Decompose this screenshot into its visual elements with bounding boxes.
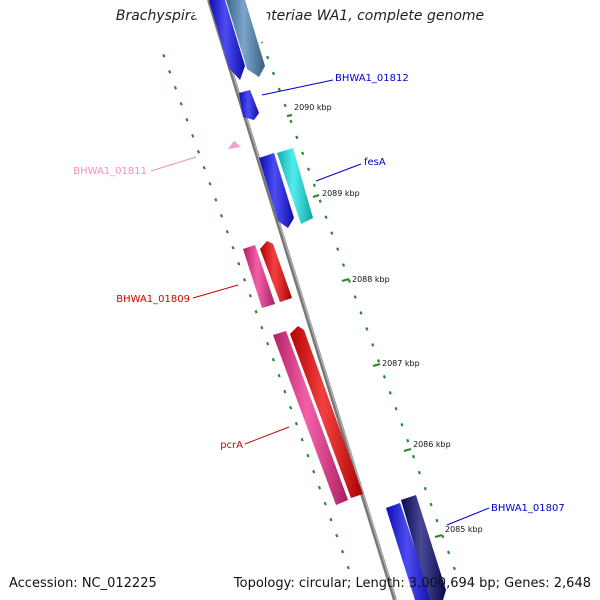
tick-label: 2089 kbp — [322, 189, 360, 198]
tick-label: 2086 kbp — [413, 440, 451, 449]
genome-backbone — [207, 0, 397, 600]
gene-pink-pcra — [273, 331, 348, 505]
gene-blue-small — [239, 90, 259, 120]
gene-label-bhwa1-01811: BHWA1_01811 — [73, 166, 147, 177]
genome-summary-text: Topology: circular; Length: 3,000,694 bp… — [233, 576, 591, 591]
gene-label-pcra: pcrA — [220, 440, 243, 451]
gene-red-pcra — [290, 326, 363, 498]
tick-label: 2088 kbp — [352, 275, 390, 284]
gene-label-fesa: fesA — [364, 157, 386, 168]
gene-pink-tiny — [228, 141, 241, 149]
gene-label-bhwa1-01807: BHWA1_01807 — [491, 503, 565, 514]
dotted-ring-left — [158, 44, 354, 579]
gene-blue-bottom — [386, 503, 432, 600]
gene-navy-bottom — [401, 495, 446, 600]
gene-steelblue-top — [226, 0, 265, 77]
backbone-band — [190, 0, 464, 600]
gene-pink-01809 — [243, 245, 275, 308]
gene-label-bhwa1-01812: BHWA1_01812 — [335, 73, 409, 84]
gene-label-bhwa1-01809: BHWA1_01809 — [116, 294, 190, 305]
leader-lines — [150, 79, 490, 526]
tick-label: 2085 kbp — [445, 525, 483, 534]
gene-blue-mid — [259, 153, 294, 228]
tick-label: 2090 kbp — [294, 103, 332, 112]
gene-blue-top-left — [209, 0, 245, 80]
gene-red-01809 — [260, 241, 292, 302]
gene-cyan-fesa — [277, 148, 313, 224]
tick-dashes — [286, 113, 443, 539]
tick-label: 2087 kbp — [382, 359, 420, 368]
accession-text: Accession: NC_012225 — [9, 576, 157, 591]
